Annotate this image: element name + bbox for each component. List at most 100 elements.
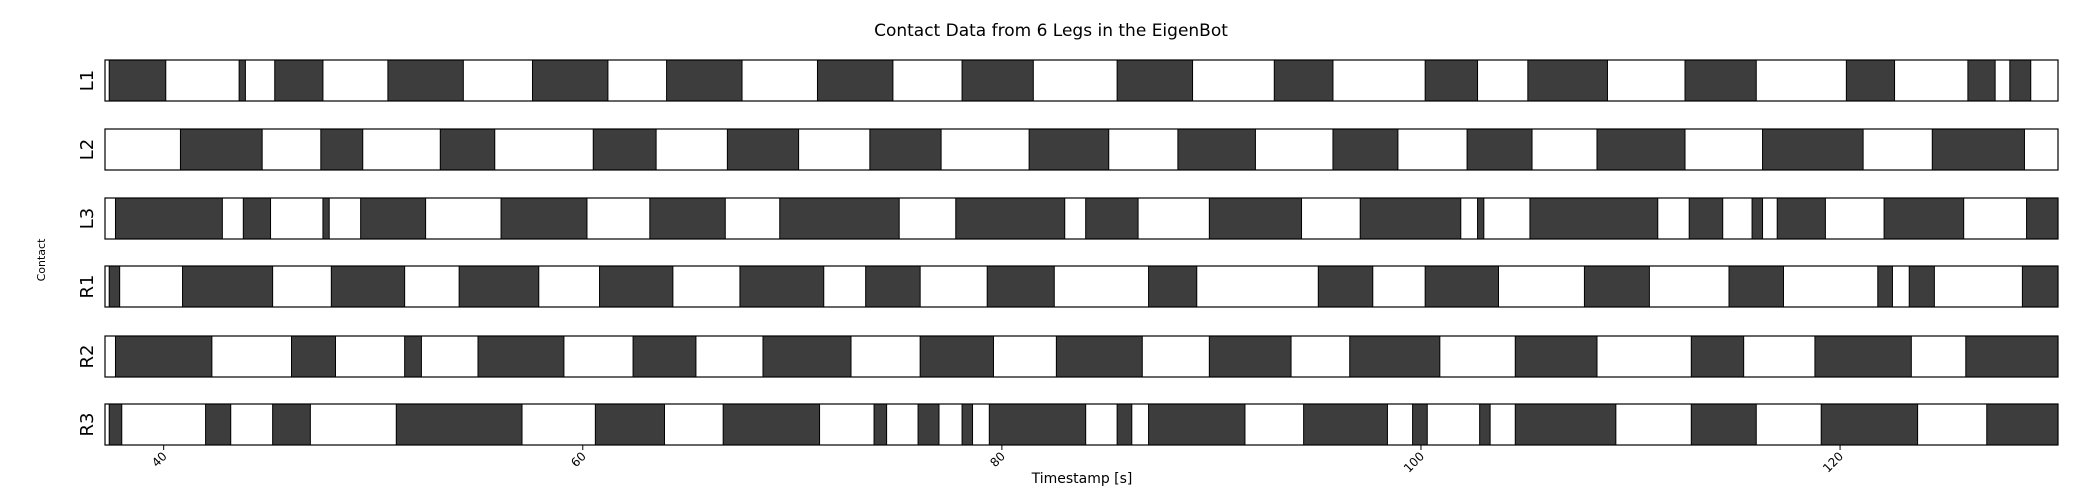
contact-segment <box>290 335 337 378</box>
contact-segment <box>179 128 263 171</box>
contact-segment <box>320 128 364 171</box>
contact-segment <box>1877 265 1893 308</box>
contact-segment <box>395 403 523 446</box>
contact-segment <box>649 197 726 240</box>
contact-segment <box>594 403 665 446</box>
row-frame <box>104 128 2059 171</box>
contact-segment <box>865 265 921 308</box>
contact-segment <box>2026 197 2059 240</box>
contact-segment <box>1931 128 2025 171</box>
contact-segment <box>1148 265 1198 308</box>
contact-segment <box>274 59 324 102</box>
y-axis-label: Contact <box>35 238 48 281</box>
chart-title: Contact Data from 6 Legs in the EigenBot <box>874 21 1228 41</box>
contact-segment <box>1208 197 1303 240</box>
x-axis-label: Timestamp [s] <box>1031 471 1133 487</box>
contact-segment <box>1479 403 1491 446</box>
contact-segment <box>1055 335 1143 378</box>
contact-segment <box>1690 403 1757 446</box>
contact-segment <box>955 197 1066 240</box>
contact-segment <box>114 335 213 378</box>
contact-segment <box>108 59 167 102</box>
contact-segment <box>1690 335 1745 378</box>
contact-segment <box>1412 403 1428 446</box>
contact-segment <box>114 197 223 240</box>
contact-segment <box>919 335 994 378</box>
leg-row-r2: R2 <box>77 335 2059 378</box>
contact-segment <box>599 265 674 308</box>
row-frame <box>104 197 2059 240</box>
contact-segment <box>1424 59 1479 102</box>
row-frame <box>104 335 2059 378</box>
leg-rows: L1 L2 L3 R1 R2 R3 <box>77 59 2059 446</box>
contact-segment <box>1529 197 1659 240</box>
leg-row-r3: R3 <box>77 403 2059 446</box>
contact-segment <box>1751 197 1764 240</box>
contact-segment <box>108 265 121 308</box>
contact-segment <box>1359 197 1462 240</box>
contact-segment <box>1967 59 1996 102</box>
contact-segment <box>2009 59 2032 102</box>
x-tick-label: 80 <box>987 449 1008 470</box>
contact-segment <box>387 59 464 102</box>
contact-segment <box>722 403 821 446</box>
contact-segment <box>1986 403 2059 446</box>
contact-segment <box>1349 335 1441 378</box>
contact-segment <box>322 197 330 240</box>
leg-label: L1 <box>77 70 98 91</box>
contact-segment <box>1148 403 1246 446</box>
leg-label: R3 <box>77 413 98 437</box>
leg-row-l2: L2 <box>77 128 2059 171</box>
contact-segment <box>1883 197 1965 240</box>
contact-segment <box>762 335 852 378</box>
contact-segment <box>205 403 232 446</box>
contact-segment <box>2021 265 2059 308</box>
contact-segment <box>592 128 657 171</box>
contact-segment <box>1820 403 1919 446</box>
contact-segment <box>330 265 406 308</box>
contact-segment <box>1908 265 1935 308</box>
contact-segment <box>1776 197 1826 240</box>
row-background <box>105 198 2058 239</box>
contact-segment <box>816 59 894 102</box>
contact-segment <box>238 59 246 102</box>
leg-row-r1: R1 <box>77 265 2059 308</box>
row-frame <box>104 403 2059 446</box>
contact-segment <box>1085 197 1139 240</box>
contact-segment <box>779 197 900 240</box>
contact-segment <box>272 403 311 446</box>
contact-segment <box>1466 128 1533 171</box>
contact-segment <box>1177 128 1256 171</box>
contact-segment <box>1814 335 1912 378</box>
contact-segment <box>531 59 609 102</box>
contact-segment <box>1845 59 1896 102</box>
contact-segment <box>666 59 743 102</box>
contact-segment <box>360 197 427 240</box>
contact-segment <box>500 197 588 240</box>
row-frame <box>104 59 2059 102</box>
contact-segment <box>1684 59 1757 102</box>
x-tick-label: 60 <box>568 449 589 470</box>
contact-segment <box>1332 128 1399 171</box>
x-tick-label: 120 <box>1820 449 1846 475</box>
contact-segment <box>988 403 1087 446</box>
contact-segment <box>404 335 422 378</box>
leg-label: R1 <box>77 275 98 299</box>
contact-segment <box>986 265 1055 308</box>
contact-segment <box>632 335 697 378</box>
leg-row-l3: L3 <box>77 197 2059 240</box>
contact-segment <box>1583 265 1650 308</box>
contact-segment <box>1317 265 1374 308</box>
contact-segment <box>458 265 540 308</box>
contact-segment <box>1688 197 1724 240</box>
contact-segment <box>108 403 123 446</box>
x-tick-label: 40 <box>149 449 170 470</box>
contact-segment <box>739 265 825 308</box>
contact-segment <box>726 128 800 171</box>
contact-segment <box>1514 335 1598 378</box>
leg-label: L2 <box>77 139 98 160</box>
row-frame <box>104 265 2059 308</box>
leg-row-l1: L1 <box>77 59 2059 102</box>
contact-segment <box>1728 265 1784 308</box>
